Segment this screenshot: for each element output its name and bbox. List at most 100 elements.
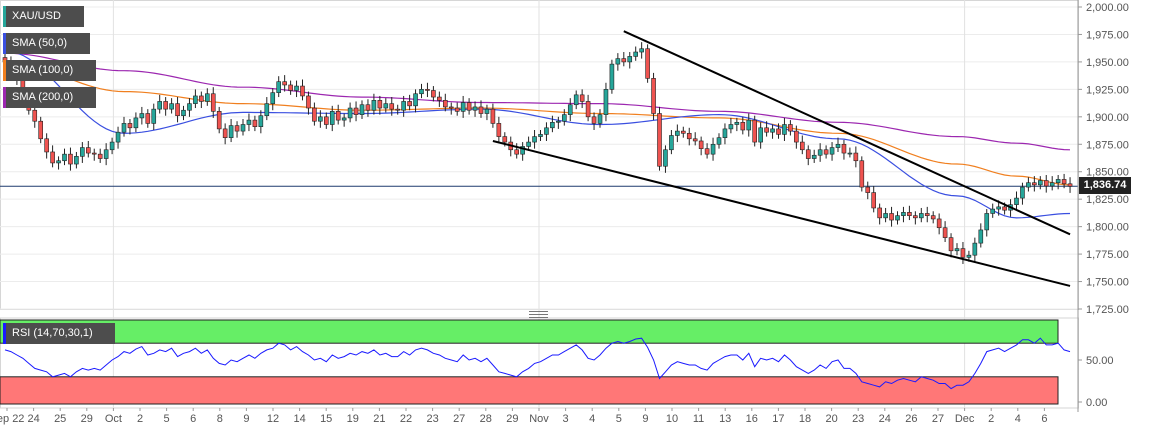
candle-body [752,119,758,143]
candle-body [561,114,567,122]
candle-body [306,95,311,109]
candle-body [829,147,835,155]
pane-resize-handle[interactable] [529,311,548,318]
candle-body [698,140,704,149]
tick-label-x: 8 [217,413,223,425]
candle-body [984,213,990,231]
candle-body [597,114,603,124]
candle-body [496,123,502,137]
candle-body [38,120,44,140]
candle-body [359,104,365,115]
tick-label-x: 23 [426,413,438,425]
tick-label-x: 21 [373,413,385,425]
legend-sma-50[interactable]: SMA (50,0) [3,33,90,54]
candle-body [722,128,728,138]
tick-label-x: 27 [932,413,944,425]
candle-body [550,122,555,129]
candle-body [686,132,692,140]
candle-body [216,111,222,130]
tick-label-x: 11 [693,413,704,425]
candle-body [621,58,627,63]
candle-body [1043,180,1049,187]
candle-body [115,131,121,143]
candle-body [514,149,520,155]
tick-label-y: 1,850.00 [1086,167,1129,179]
candle-body [347,107,353,119]
legend-sma-100[interactable]: SMA (100,0) [3,60,96,81]
candle-body [240,124,246,132]
candle-body [294,85,299,91]
candle-body [62,153,67,162]
candle-body [264,103,270,117]
candle-body [437,96,442,101]
candle-body [103,149,109,159]
candle-body [847,152,853,155]
candle-body [460,102,466,112]
candle-body [187,103,192,111]
tick-label-x: 15 [320,413,332,425]
axes: 2,000.00 1,975.00 1,950.00 1,925.00 1,900.00… [0,0,1129,425]
tick-label-y: 1,750.00 [1086,277,1129,289]
tick-label-x: 24 [27,413,39,425]
candle-body [603,89,609,115]
candle-body [859,160,865,188]
tick-label-x: 4 [589,413,595,425]
tick-label-x: Oct [105,413,122,425]
candle-body [972,242,978,256]
tick-label-x: 22 [400,413,412,425]
candle-body [395,108,401,111]
candle-body [978,229,984,244]
candle-body [627,56,633,63]
candle-body [246,119,252,125]
candle-body [353,107,359,115]
candle-body [44,138,49,153]
candle-body [1055,179,1061,184]
candle-body [1026,182,1031,188]
candle-body [520,146,525,155]
legend-rsi[interactable]: RSI (14,70,30,1) [3,323,115,344]
candle-body [1061,179,1067,185]
tick-label-x: Sep 22 [0,413,24,425]
candle-body [407,101,412,107]
candle-body [788,124,793,132]
candle-body [794,130,799,143]
rsi-series-line [4,337,1071,390]
tick-label-x: 5 [616,413,622,425]
candle-body [657,113,662,167]
candle-body [1032,182,1037,186]
candle-body [948,237,954,252]
candle-body [282,81,287,86]
candle-body [585,101,591,118]
candle-body [544,127,549,135]
tick-label-x: 29 [506,413,518,425]
sma-50-line [4,50,1071,219]
tick-label-x: 6 [1041,413,1047,425]
candle-body [145,113,151,124]
legend-price[interactable]: XAU/USD [3,6,84,27]
candle-body [97,153,103,159]
candle-body [918,213,924,219]
candle-body [728,124,734,130]
candle-body [68,153,73,165]
candle-body [823,149,829,155]
candle-body [1067,183,1073,187]
candle-body [163,101,168,110]
candle-body [323,116,329,125]
tick-label-x: Nov [529,413,549,425]
candle-body [329,111,335,125]
legend-sma-200[interactable]: SMA (200,0) [3,87,96,108]
candle-body [913,215,918,219]
candle-body [609,63,615,90]
candle-body [924,213,930,216]
rsi-overbought-zone [0,319,1059,344]
candle-body [764,127,769,133]
candle-body [300,85,305,97]
candle-body [258,115,264,128]
rsi-oversold-zone [0,376,1059,405]
candle-body [663,149,668,167]
candle-body [80,147,85,157]
tick-label-x: 28 [480,413,492,425]
candle-body [234,125,240,132]
candle-body [490,108,496,124]
